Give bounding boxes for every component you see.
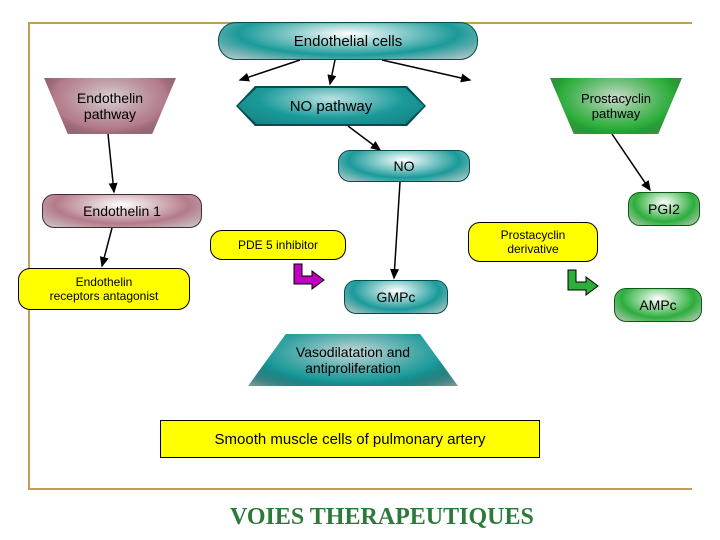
node-endothelin_pathway: Endothelin pathway <box>44 78 176 134</box>
node-gmpc: GMPc <box>344 280 448 314</box>
node-endothelial_cells: Endothelial cells <box>218 22 478 60</box>
node-prostacyclin_pathway: Prostacyclin pathway <box>550 78 682 134</box>
node-ampc: AMPc <box>614 288 702 322</box>
node-prosta_deriv: Prostacyclin derivative <box>468 222 598 262</box>
arrow-4 <box>612 134 650 190</box>
node-endothelin1: Endothelin 1 <box>42 194 202 228</box>
node-no_pathway-label: NO pathway <box>238 88 424 124</box>
hook-arrow-1 <box>566 268 600 298</box>
node-pgi2: PGI2 <box>628 192 700 226</box>
arrow-6 <box>394 182 400 278</box>
arrow-0 <box>240 60 300 80</box>
diagram-title: VOIES THERAPEUTIQUES <box>230 504 534 531</box>
arrow-5 <box>348 126 380 150</box>
node-era: Endothelin receptors antagonist <box>18 268 190 310</box>
arrow-2 <box>382 60 470 80</box>
frame-bottom <box>28 488 692 490</box>
node-smooth: Smooth muscle cells of pulmonary artery <box>160 420 540 458</box>
node-pde5: PDE 5 inhibitor <box>210 230 346 260</box>
node-no: NO <box>338 150 470 182</box>
arrow-3 <box>108 134 114 192</box>
node-no_pathway: NO pathway <box>236 86 426 126</box>
arrow-1 <box>330 60 335 84</box>
frame-left <box>28 22 30 490</box>
hook-arrow-0 <box>292 262 326 292</box>
arrow-7 <box>102 228 112 266</box>
node-vasodil: Vasodilatation and antiproliferation <box>248 334 458 386</box>
